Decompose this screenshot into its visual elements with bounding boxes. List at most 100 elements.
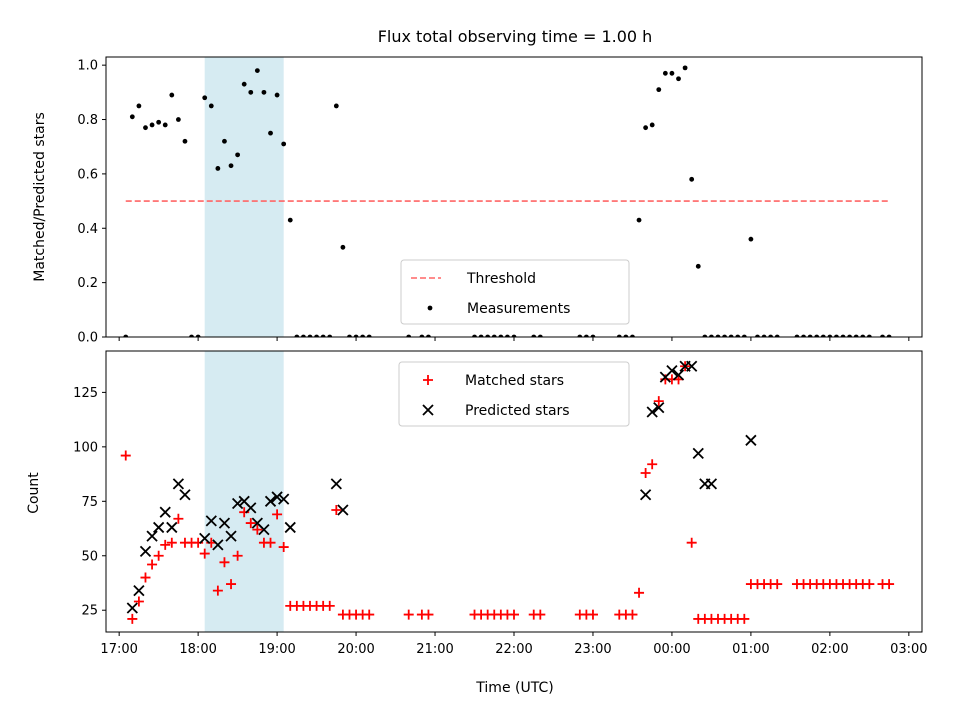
- measurement-point: [254, 68, 260, 73]
- bottom-y-tick-label: 25: [81, 604, 98, 619]
- matched-star-marker: [278, 542, 289, 553]
- measurement-point: [689, 176, 695, 182]
- measurement-point: [840, 334, 846, 337]
- measurement-point: [847, 334, 853, 337]
- measurement-point: [755, 334, 760, 337]
- measurement-point: [630, 334, 635, 337]
- matched-star-marker: [245, 518, 256, 529]
- legend-label: Matched stars: [465, 373, 564, 389]
- matched-star-marker: [864, 579, 875, 590]
- matched-star-marker: [364, 609, 375, 620]
- matched-star-marker: [166, 537, 177, 548]
- measurement-point: [537, 334, 543, 337]
- legend-matched-swatch: [423, 375, 433, 385]
- x-tick-label: 17:00: [100, 642, 137, 657]
- predicted-star-marker: [692, 447, 704, 460]
- measurement-point: [208, 103, 214, 109]
- measurement-point: [228, 163, 234, 169]
- measurement-point: [511, 334, 517, 337]
- measurement-point: [360, 334, 366, 337]
- matched-star-marker: [509, 609, 519, 620]
- measurement-point: [353, 334, 359, 337]
- matched-star-marker: [587, 609, 598, 620]
- matched-star-marker: [232, 550, 243, 561]
- bottom-y-tick-label: 100: [73, 440, 98, 455]
- top-legend-box: [400, 259, 630, 325]
- legend-label: Measurements: [467, 301, 570, 317]
- measurement-point: [320, 334, 326, 337]
- predicted-star-marker: [245, 502, 257, 514]
- measurement-point: [709, 334, 714, 337]
- matched-star-marker: [219, 557, 230, 568]
- measurement-point: [814, 334, 820, 337]
- measurement-point: [294, 334, 300, 337]
- predicted-star-marker: [231, 497, 244, 510]
- measurement-point: [695, 263, 701, 269]
- measurement-point: [268, 130, 273, 136]
- bottom-panel: 17:00 18:00 19:00 20:00 21:00 22:00 23:00 00:00…: [73, 350, 928, 657]
- measurement-point: [182, 138, 188, 144]
- matched-star-marker: [772, 579, 783, 590]
- predicted-star-marker: [179, 489, 191, 501]
- matched-star-marker: [634, 587, 645, 598]
- legend-measurement-swatch: [427, 305, 433, 311]
- predicted-star-marker: [264, 495, 277, 507]
- matched-star-marker: [120, 450, 131, 461]
- matched-star-marker: [272, 509, 283, 520]
- measurement-point: [623, 334, 629, 337]
- top-shaded-region: [204, 57, 284, 337]
- measurement-point: [577, 334, 583, 337]
- top-y-tick-label: 0.4: [77, 222, 98, 237]
- measurement-point: [827, 334, 833, 337]
- matched-star-marker: [884, 579, 895, 590]
- measurement-point: [175, 117, 181, 122]
- measurement-point: [834, 334, 839, 337]
- matched-star-marker: [160, 539, 171, 550]
- matched-star-marker: [140, 572, 151, 583]
- predicted-star-marker: [666, 364, 678, 377]
- top-y-tick-label: 0.0: [77, 331, 98, 346]
- x-axis-label: Time (UTC): [475, 680, 553, 696]
- legend-predicted-swatch: [422, 404, 434, 416]
- x-tick-label: 23:00: [574, 642, 611, 657]
- matched-star-marker: [173, 513, 184, 524]
- measurement-point: [531, 334, 537, 337]
- measurement-point: [807, 334, 813, 337]
- measurement-point: [669, 70, 675, 76]
- matched-star-marker: [403, 609, 414, 620]
- measurement-point: [340, 244, 346, 250]
- matched-star-marker: [252, 524, 263, 535]
- predicted-star-marker: [686, 360, 698, 372]
- legend-label: Threshold: [466, 271, 536, 287]
- measurement-point: [123, 334, 129, 337]
- measurement-point: [505, 334, 510, 337]
- matched-star-marker: [265, 537, 276, 548]
- measurement-point: [307, 334, 313, 337]
- measurement-point: [853, 334, 859, 337]
- measurement-point: [583, 334, 589, 337]
- measurement-point: [241, 81, 247, 87]
- measurement-point: [195, 334, 201, 337]
- bottom-series-predicted-stars: [126, 360, 757, 614]
- matched-star-marker: [199, 548, 210, 559]
- measurement-point: [215, 166, 221, 171]
- predicted-star-marker: [212, 539, 224, 551]
- measurement-point: [235, 152, 241, 158]
- measurement-point: [676, 76, 681, 82]
- predicted-star-marker: [337, 504, 349, 516]
- x-tick-label: 20:00: [337, 642, 374, 657]
- x-tick-label: 00:00: [653, 642, 690, 657]
- matched-star-marker: [212, 585, 223, 596]
- measurement-point: [136, 103, 142, 109]
- matched-star-marker: [133, 596, 144, 607]
- measurement-point: [366, 334, 372, 337]
- predicted-star-marker: [199, 532, 211, 544]
- matched-star-marker: [147, 559, 158, 570]
- x-tick-label: 22:00: [495, 642, 532, 657]
- measurement-point: [162, 122, 168, 128]
- predicted-star-marker: [159, 506, 171, 518]
- predicted-star-marker: [330, 478, 342, 490]
- top-y-tick-label: 1.0: [77, 59, 98, 74]
- bottom-legend-box: [398, 361, 630, 427]
